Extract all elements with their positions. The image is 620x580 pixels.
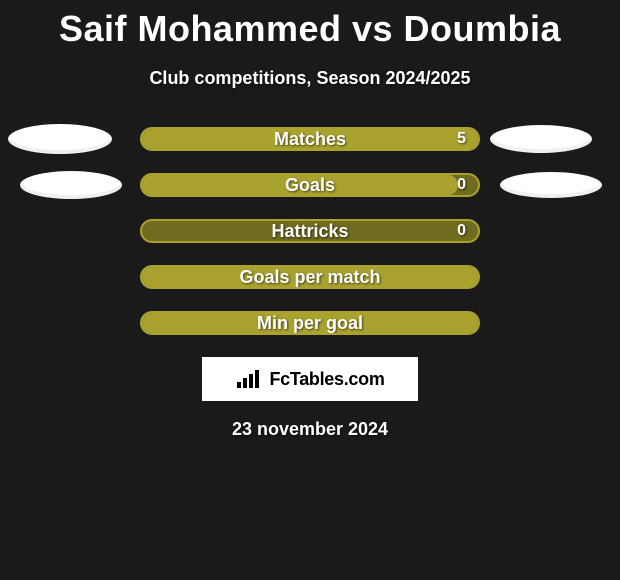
brand-badge: FcTables.com	[202, 357, 418, 401]
stat-row-mpg: Min per goal	[0, 311, 620, 335]
comparison-chart: Matches 5 Goals 0 Hattricks 0 Goals per …	[0, 127, 620, 335]
bar-hattricks-label: Hattricks	[142, 221, 478, 241]
bar-matches-value: 5	[457, 129, 466, 149]
bar-gpm-label: Goals per match	[142, 267, 478, 287]
avatar-right-icon	[490, 125, 592, 153]
bar-goals-label: Goals	[142, 175, 478, 195]
page-subtitle: Club competitions, Season 2024/2025	[0, 68, 620, 89]
bar-goals-value: 0	[457, 175, 466, 195]
avatar-right-icon	[500, 172, 602, 198]
bar-mpg: Min per goal	[140, 311, 480, 335]
stat-row-matches: Matches 5	[0, 127, 620, 151]
avatar-left-icon	[8, 124, 112, 154]
bar-hattricks: Hattricks 0	[140, 219, 480, 243]
bar-chart-icon	[235, 368, 263, 390]
bar-goals: Goals 0	[140, 173, 480, 197]
bar-mpg-label: Min per goal	[142, 313, 478, 333]
stat-row-gpm: Goals per match	[0, 265, 620, 289]
avatar-left-icon	[20, 171, 122, 199]
bar-gpm: Goals per match	[140, 265, 480, 289]
brand-text: FcTables.com	[269, 369, 384, 390]
page-title: Saif Mohammed vs Doumbia	[0, 0, 620, 50]
bar-matches: Matches 5	[140, 127, 480, 151]
stat-row-hattricks: Hattricks 0	[0, 219, 620, 243]
bar-matches-label: Matches	[142, 129, 478, 149]
bar-hattricks-value: 0	[457, 221, 466, 241]
stat-row-goals: Goals 0	[0, 173, 620, 197]
date-label: 23 november 2024	[0, 419, 620, 440]
